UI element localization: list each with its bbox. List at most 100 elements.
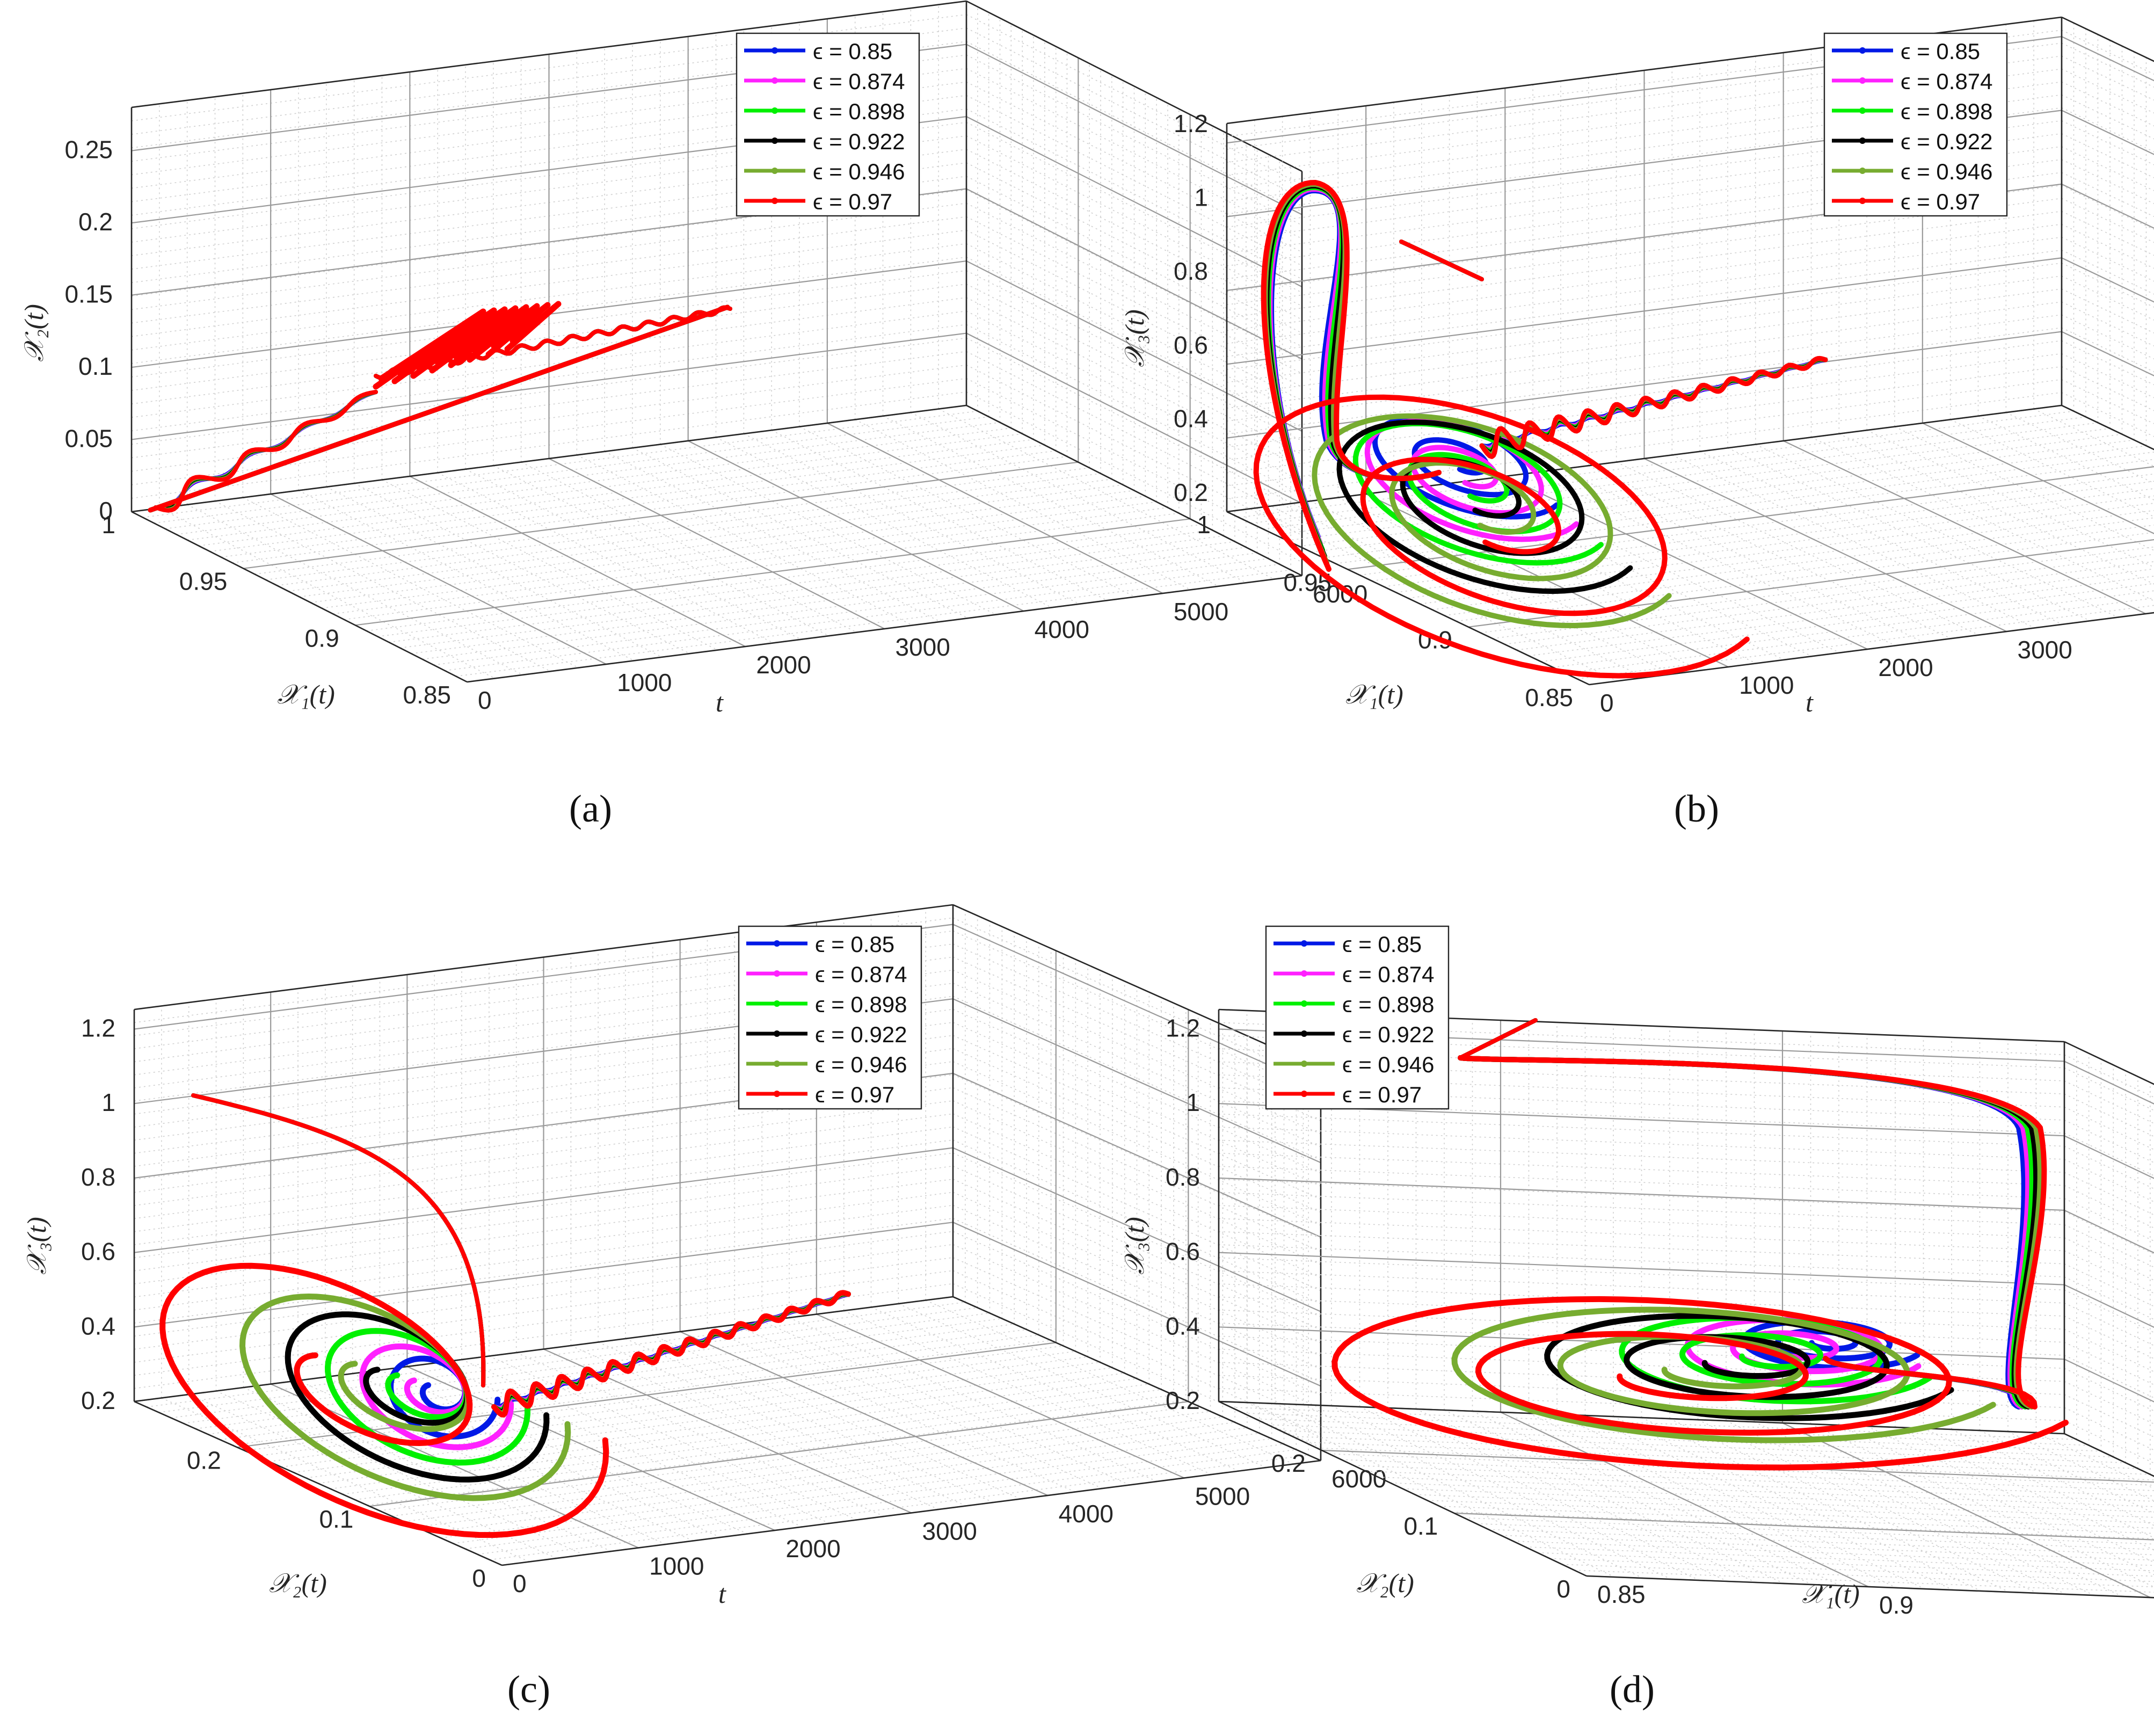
- axis-line: [467, 576, 1302, 682]
- legend-marker: [772, 168, 778, 174]
- x-tick-label: 0.95: [179, 568, 228, 595]
- panel-0-z-label: 𝒳₂(t): [19, 304, 49, 362]
- panel-2-z-label: 𝒳₃(t): [21, 1217, 52, 1275]
- legend-label: ϵ = 0.922: [813, 129, 905, 154]
- y-tick-label: 2000: [785, 1535, 840, 1563]
- legend-marker: [1859, 47, 1866, 54]
- trajectory-loop: [1264, 183, 1439, 569]
- minor-line: [1464, 1518, 2154, 1550]
- minor-line: [2064, 1186, 2154, 1360]
- minor-line: [187, 505, 523, 675]
- trajectory-transient: [1401, 242, 1482, 279]
- panel-3-z-label: 𝒳₃(t): [1119, 1217, 1149, 1275]
- series-0: [193, 1095, 848, 1436]
- minor-line: [299, 490, 634, 660]
- minor-line: [966, 365, 1302, 535]
- panel-2-y-label-text: t: [718, 1579, 726, 1609]
- grid-line: [2062, 405, 2154, 578]
- minor-line: [2062, 56, 2154, 229]
- y-tick-label: 1000: [617, 669, 672, 696]
- minor-line: [598, 1342, 966, 1506]
- y-tick-label: 1000: [1739, 671, 1794, 699]
- legend-label: ϵ = 0.97: [1342, 1082, 1422, 1107]
- minor-line: [2062, 121, 2154, 294]
- grid-line: [1644, 459, 2007, 631]
- minor-line: [2064, 1329, 2154, 1503]
- legend-marker: [1301, 1061, 1307, 1067]
- minor-line: [1726, 1421, 2094, 1595]
- x-tick-label: 0: [472, 1564, 486, 1592]
- legend-label: ϵ = 0.898: [1901, 99, 1993, 124]
- legend-marker: [774, 1030, 780, 1037]
- panel-1-y-label-text: t: [1806, 687, 1814, 717]
- minor-line: [1247, 1403, 1615, 1577]
- grid-line: [2064, 1359, 2154, 1534]
- legend-marker: [1859, 168, 1866, 174]
- minor-line: [2064, 1355, 2154, 1530]
- z-tick-label: 0.8: [81, 1163, 115, 1191]
- minor-line: [708, 1328, 1075, 1492]
- minor-line: [855, 419, 1191, 590]
- minor-line: [2064, 1094, 2154, 1268]
- grid-line: [688, 441, 1024, 611]
- minor-line: [2064, 1081, 2154, 1255]
- panel-label-2: (c): [507, 1668, 550, 1711]
- y-tick-label: 2000: [1878, 653, 1933, 681]
- z-tick-label: 1: [1186, 1088, 1200, 1116]
- minor-line: [1403, 1489, 2154, 1521]
- minor-line: [2062, 172, 2154, 345]
- minor-line: [577, 455, 912, 625]
- panel-2-x-label: 𝒳₂(t): [269, 1568, 327, 1598]
- legend-marker: [772, 47, 778, 54]
- panel-label-0: (a): [569, 787, 612, 830]
- z-tick-label: 0.05: [64, 425, 113, 453]
- minor-line: [354, 483, 690, 653]
- minor-line: [215, 501, 551, 671]
- x-tick-label: 0.1: [319, 1505, 353, 1533]
- minor-line: [1525, 1547, 2154, 1579]
- minor-line: [2064, 1303, 2154, 1478]
- panel-1-z-label: 𝒳₃(t): [1119, 309, 1149, 367]
- minor-line: [2062, 212, 2154, 384]
- legend-label: ϵ = 0.922: [815, 1022, 907, 1047]
- minor-line: [2062, 159, 2154, 332]
- minor-line: [2062, 43, 2154, 216]
- minor-line: [2064, 1120, 2154, 1295]
- minor-line: [2062, 108, 2154, 281]
- grid-line: [966, 45, 1302, 215]
- grid-line: [1923, 423, 2154, 596]
- minor-line: [2064, 1133, 2154, 1308]
- grid-line: [549, 459, 885, 629]
- legend-marker: [774, 1000, 780, 1007]
- panel-2-y-label: t: [718, 1579, 726, 1609]
- panel-0-z-ticks: 00.050.10.150.20.25: [64, 136, 113, 525]
- grid-line: [2064, 1136, 2154, 1310]
- minor-line: [2036, 1433, 2154, 1607]
- panel-0-y-label: t: [716, 687, 724, 717]
- minor-line: [1700, 452, 2062, 624]
- trajectory-oscillation: [156, 392, 376, 511]
- minor-line: [2064, 1290, 2154, 1464]
- grid-line: [817, 1314, 1184, 1478]
- panel-0-z-label-text: 𝒳₂(t): [19, 304, 49, 362]
- minor-line: [2062, 237, 2154, 410]
- panel-2-x-ticks: 0.20.10: [187, 1446, 486, 1592]
- z-tick-label: 0.8: [1166, 1163, 1200, 1191]
- y-tick-label: 5000: [1195, 1483, 1250, 1510]
- minor-line: [2064, 1316, 2154, 1491]
- y-tick-label: 0.9: [1879, 1591, 1913, 1619]
- legend-label: ϵ = 0.898: [1342, 992, 1435, 1017]
- grid-line: [1587, 1576, 2154, 1608]
- minor-line: [1728, 448, 2090, 621]
- legend-marker: [774, 970, 780, 977]
- z-tick-label: 0.2: [81, 1386, 115, 1414]
- minor-line: [2064, 1251, 2154, 1425]
- y-tick-label: 3000: [896, 633, 950, 661]
- legend-label: ϵ = 0.874: [815, 962, 907, 987]
